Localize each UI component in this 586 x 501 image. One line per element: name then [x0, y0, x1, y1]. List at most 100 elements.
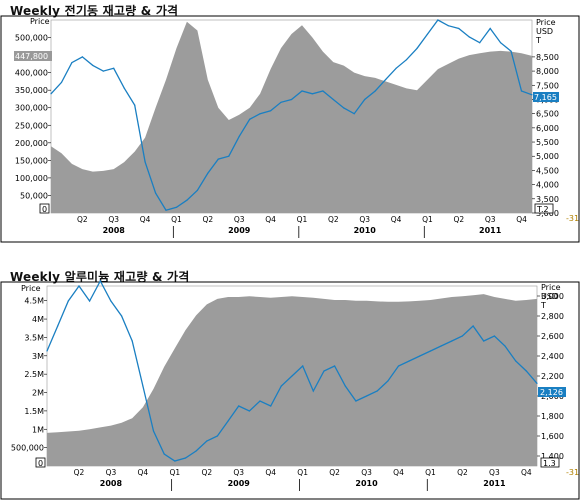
quarter-label: Q3 [489, 468, 500, 477]
price-point [121, 315, 123, 317]
price-point [366, 395, 368, 397]
left-tick-label: 400,000 [15, 69, 48, 78]
right-axis-ticks: 3,0002,8002,6002,4002,2002,0001,8001,600… [537, 292, 564, 461]
price-point [472, 325, 474, 327]
right-tick-label: 2,600 [541, 332, 564, 341]
nav-arrow[interactable]: -31 [566, 468, 579, 477]
right-tick-label: 1,800 [541, 412, 564, 421]
left-tick-label: 2.5M [24, 370, 44, 379]
left-tick-label: 500,000 [11, 444, 44, 453]
right-tick-label: 8,500 [536, 53, 559, 62]
price-point [259, 113, 261, 115]
price-point [134, 104, 136, 106]
right-tick-label: 4,500 [536, 166, 559, 175]
price-point [332, 98, 334, 101]
right-tick-label: 7,500 [536, 81, 559, 90]
right-corner-box: 1.3 [540, 457, 560, 468]
price-point [57, 325, 59, 327]
copper-chart: Price Price USD T 500,000450,000400,0003… [0, 15, 580, 243]
price-point [374, 90, 376, 92]
left-tick-label: 2M [32, 389, 44, 398]
price-point [515, 360, 517, 362]
price-point [461, 335, 463, 337]
quarter-label: Q4 [140, 215, 151, 224]
price-point [217, 158, 219, 160]
price-point [510, 50, 512, 52]
aluminum-chart-title: Weekly 알루미늄 재고량 & 가격 [10, 270, 190, 284]
quarter-label: Q2 [457, 468, 468, 477]
price-point [429, 350, 432, 352]
year-label: 2009 [228, 479, 251, 488]
price-point [196, 189, 198, 191]
quarter-label: Q4 [393, 468, 404, 477]
price-point [81, 56, 83, 58]
quarter-label: Q4 [138, 468, 149, 477]
price-point [270, 405, 272, 407]
right-tick-label: 4,000 [536, 181, 559, 190]
price-point [525, 370, 527, 372]
price-point [405, 59, 408, 61]
left-axis-title: Price [30, 17, 50, 26]
year-label: 2008 [103, 226, 126, 235]
price-point [323, 370, 325, 372]
copper-chart-panel: Weekly 전기동 재고량 & 가격 Price Price USD T 50… [0, 0, 586, 245]
right-last-value-badge: 7,165 [533, 92, 559, 102]
left-tick-label: 350,000 [15, 86, 48, 95]
left-tick-label: 50,000 [20, 191, 48, 200]
price-point [397, 365, 400, 367]
price-point [238, 135, 240, 137]
price-point [142, 385, 144, 387]
price-point [102, 70, 104, 72]
quarter-label: Q3 [485, 215, 496, 224]
price-point [131, 340, 133, 342]
price-point [163, 453, 165, 455]
quarter-label: Q3 [234, 215, 245, 224]
left-tick-label: 100,000 [15, 174, 48, 183]
quarter-label: Q1 [171, 215, 182, 224]
quarter-label: Q2 [74, 468, 85, 477]
left-tick-label: 3.5M [24, 333, 44, 342]
left-tick-label: 1M [32, 425, 44, 434]
plot-frame [0, 15, 580, 243]
price-point [270, 110, 272, 112]
left-axis-ticks: 4.5M 4M 3.5M 3M 2.5M 2M 1.5M 1M 500,000 [11, 297, 47, 453]
price-point [355, 400, 357, 402]
price-point [334, 365, 336, 367]
right-axis-title-usd: USD [541, 292, 558, 301]
price-point [353, 113, 355, 115]
price-line-series [46, 279, 538, 462]
right-corner-label: T.2 [536, 205, 549, 214]
price-point [387, 380, 389, 382]
plot-frame [0, 281, 580, 500]
left-tick-label: 500,000 [15, 34, 48, 43]
right-tick-label: 6,000 [536, 124, 559, 133]
price-point [280, 101, 282, 103]
year-label: 2010 [354, 226, 377, 235]
price-point [152, 430, 155, 432]
price-point [385, 79, 387, 81]
right-axis-title-usd: USD [536, 27, 553, 36]
price-point [50, 93, 52, 95]
left-tick-label: 1.5M [24, 407, 44, 416]
nav-arrow[interactable]: -31 [566, 214, 579, 223]
price-point [174, 460, 176, 462]
price-point [364, 98, 366, 101]
price-point [113, 67, 115, 69]
left-tick-label: 4.5M [24, 297, 44, 306]
right-tick-label: 5,500 [536, 138, 559, 147]
quarter-label: Q3 [108, 215, 119, 224]
quarter-label: Q1 [297, 468, 308, 477]
price-point [165, 209, 167, 211]
quarter-label: Q1 [425, 468, 436, 477]
price-point [248, 410, 250, 412]
price-point [71, 62, 73, 64]
quarter-label: Q4 [265, 468, 276, 477]
quarter-label: Q3 [233, 468, 244, 477]
price-point [447, 25, 449, 27]
left-tick-label: 4M [32, 315, 44, 324]
price-point [395, 67, 397, 69]
price-point [440, 345, 442, 347]
price-point [216, 435, 218, 437]
right-axis-title-price: Price [541, 283, 561, 292]
price-point [520, 90, 523, 92]
